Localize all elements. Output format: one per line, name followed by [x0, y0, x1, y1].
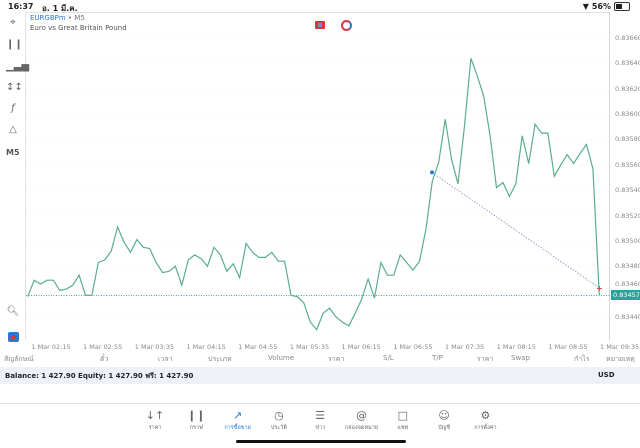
trade-exit-marker[interactable]: + — [596, 284, 603, 293]
price-tick-label: 0.83620 — [615, 84, 640, 93]
battery-percent: 56% — [591, 2, 611, 11]
price-tick-label: 0.83520 — [615, 211, 640, 220]
time-tick-label: 1 Mar 06:15 — [341, 343, 381, 351]
price-tick-label: 0.83480 — [615, 262, 640, 271]
positions-table-header: สัญลักษณ์ ตั๋ว เวลา ประเภท Volume ราคา S… — [0, 352, 640, 365]
status-time: 16:37 — [8, 2, 34, 11]
current-price-tag: 0.83457 — [611, 290, 640, 301]
account-icon: ☺ — [438, 409, 450, 422]
time-tick-label: 1 Mar 03:35 — [134, 343, 175, 351]
price-tick-label: 0.83600 — [615, 110, 640, 119]
nav-label: ข่าว — [315, 425, 326, 431]
time-tick-label: 1 Mar 04:55 — [238, 343, 278, 351]
one-click-icon[interactable] — [341, 20, 352, 31]
col-volume: Volume — [268, 354, 295, 362]
nav-label: แชท — [397, 425, 409, 431]
nav-item-mailbox[interactable]: @ กล่องจดหมาย — [342, 409, 381, 432]
nav-item-quotes[interactable]: ↓↑ ราคา — [136, 409, 175, 432]
nav-label: กราฟ — [189, 425, 203, 431]
time-tick-label: 1 Mar 05:35 — [289, 343, 330, 351]
mailbox-icon: @ — [356, 409, 367, 422]
news-icon: ☰ — [315, 409, 326, 422]
separator: • — [67, 14, 73, 22]
time-tick-label: 1 Mar 08:15 — [496, 343, 536, 351]
balance-row[interactable]: Balance: 1 427.90 Equity: 1 427.90 ฟรี: … — [0, 367, 640, 384]
nav-label: กล่องจดหมาย — [344, 425, 379, 431]
candlestick-icon[interactable]: ❙❙ — [6, 39, 23, 50]
nav-label: การตั้งค่า — [474, 425, 497, 431]
price-chart: + — [26, 37, 610, 331]
bar-chart-icon[interactable]: ▁▃▅ — [6, 61, 30, 72]
nav-label: ประวัติ — [270, 425, 287, 431]
col-symbol: สัญลักษณ์ — [4, 355, 34, 363]
history-icon: ◷ — [274, 409, 284, 422]
chat-icon: □ — [397, 409, 408, 422]
nav-label: การซื้อขาย — [224, 425, 251, 431]
symbol-description: Euro vs Great Britain Pound — [30, 24, 127, 32]
chart-icon: ❙❙ — [187, 409, 206, 422]
col-ticket: ตั๋ว — [100, 355, 109, 363]
chart-symbol[interactable]: EURGBPm • M5 — [30, 14, 85, 23]
nav-item-chat[interactable]: □ แชท — [383, 409, 422, 432]
price-tick-label: 0.83640 — [615, 59, 640, 68]
home-indicator — [236, 440, 406, 443]
chart-area[interactable] — [25, 12, 610, 340]
bottom-nav: ↓↑ ราคา ❙❙ กราฟ ↗ การซื้อขาย ◷ ประวัติ ☰ ข่าว @ กล่… — [0, 403, 640, 448]
symbol-timeframe: M5 — [74, 14, 85, 22]
time-tick-label: 1 Mar 06:55 — [393, 343, 433, 351]
time-tick-label: 1 Mar 02:15 — [31, 343, 71, 351]
nav-item-chart[interactable]: ❙❙ กราฟ — [177, 409, 216, 432]
time-tick-label: 1 Mar 08:55 — [548, 343, 588, 351]
col-tp: T/P — [432, 354, 443, 362]
time-tick-label: 1 Mar 07:35 — [444, 343, 485, 351]
quotes-icon: ↓↑ — [145, 409, 165, 422]
function-icon[interactable]: f — [11, 103, 15, 114]
account-currency: USD — [598, 371, 615, 379]
trade-entry-marker[interactable] — [430, 170, 434, 175]
symbol-name: EURGBPm — [30, 14, 66, 22]
price-tick-label: 0.83660 — [615, 34, 640, 42]
trade-connection-line — [431, 172, 600, 289]
settings-icon: ⚙ — [480, 409, 491, 422]
status-date: อ. 1 มี.ค. — [42, 4, 78, 13]
price-tick-label: 0.83540 — [615, 186, 640, 195]
nav-item-settings[interactable]: ⚙ การตั้งค่า — [466, 409, 505, 432]
balance-text: Balance: 1 427.90 Equity: 1 427.90 ฟรี: … — [5, 372, 194, 380]
nav-item-news[interactable]: ☰ ข่าว — [301, 409, 340, 432]
nav-label: ราคา — [148, 425, 162, 431]
battery-icon — [614, 2, 630, 11]
col-profit: กำไร — [574, 355, 590, 363]
objects-icon[interactable]: △ — [9, 124, 17, 135]
col-comment: หมายเหตุ — [606, 355, 635, 363]
wifi-icon: ▼ — [582, 2, 589, 11]
time-tick-label: 1 Mar 09:35 — [600, 343, 640, 351]
price-tick-label: 0.83460 — [615, 280, 640, 289]
crosshair-icon[interactable]: ⌖ — [10, 17, 16, 28]
col-sl: S/L — [383, 354, 394, 362]
one-click-trading-icon[interactable] — [8, 332, 19, 342]
nav-item-history[interactable]: ◷ ประวัติ — [259, 409, 298, 432]
col-type: ประเภท — [208, 355, 232, 363]
price-tick-label: 0.83560 — [615, 160, 640, 169]
col-price: ราคา — [328, 355, 345, 363]
price-tick-label: 0.83500 — [615, 236, 640, 245]
price-tick-label: 0.83580 — [615, 135, 640, 144]
time-tick-label: 1 Mar 02:55 — [83, 343, 123, 351]
price-line — [27, 58, 600, 331]
nav-label: บัญชี — [438, 425, 451, 431]
trade-levels-icon[interactable] — [315, 21, 325, 29]
col-price-current: ราคา — [477, 355, 494, 363]
timeframe-button[interactable]: M5 — [6, 148, 20, 157]
time-tick-label: 1 Mar 04:15 — [186, 343, 226, 351]
zoom-chart-icon[interactable]: 🔍︎ — [6, 306, 20, 317]
status-indicators: ▼ 56% — [583, 2, 630, 11]
col-time: เวลา — [158, 355, 173, 363]
nav-item-account[interactable]: ☺ บัญชี — [425, 409, 464, 432]
indicators-icon[interactable]: ↕↕ — [6, 82, 23, 93]
price-tick-label: 0.83440 — [615, 313, 640, 321]
col-swap: Swap — [511, 354, 530, 362]
trade-icon: ↗ — [232, 409, 243, 422]
nav-item-trade[interactable]: ↗ การซื้อขาย — [218, 409, 257, 432]
